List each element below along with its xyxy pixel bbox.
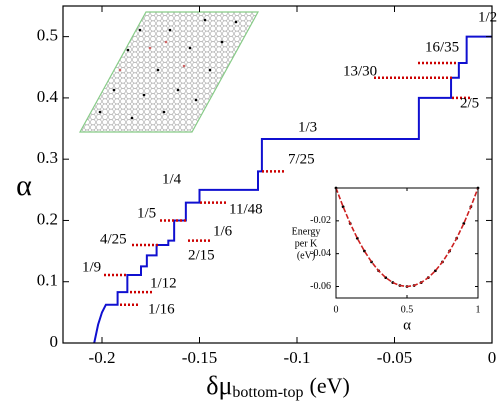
fraction-label: 2/5: [460, 95, 479, 111]
data-point: [341, 205, 345, 209]
y-tick-label: -0.04: [310, 248, 331, 259]
fraction-label: 11/48: [229, 201, 263, 217]
fraction-label: 1/9: [82, 259, 101, 275]
fraction-label: 7/25: [288, 151, 315, 167]
x-tick-label: 0: [334, 304, 339, 315]
y-tick-label: 0.3: [37, 148, 58, 167]
fraction-label: 16/35: [425, 39, 459, 55]
y-tick-label: 0.4: [37, 87, 59, 106]
lattice-illustration: [78, 11, 260, 133]
fraction-label: 1/5: [137, 205, 156, 221]
fraction-label: 1/12: [150, 275, 177, 291]
x-tick-label: 0: [488, 348, 497, 367]
y-tick-label: 0: [50, 332, 59, 351]
x-tick-label: -0.05: [377, 348, 412, 367]
fraction-label: 1/2: [478, 9, 497, 25]
fraction-label: 13/30: [343, 63, 377, 79]
inset-y-label: Energy: [292, 226, 321, 237]
data-line: [335, 187, 479, 288]
y-tick-label: 0.2: [37, 209, 58, 228]
y-tick-label: -0.02: [310, 215, 331, 226]
x-tick-label: -0.1: [284, 348, 311, 367]
x-axis-symbol: δμ: [206, 371, 232, 400]
fraction-label: 1/3: [298, 119, 317, 135]
fraction-label: 4/25: [100, 231, 127, 247]
plot-frame: [62, 5, 493, 344]
fraction-label: 2/15: [188, 247, 215, 263]
x-tick-label: -0.15: [182, 348, 217, 367]
y-tick-label: -0.06: [310, 281, 331, 292]
inset-y-label: per K: [295, 238, 318, 249]
x-axis-unit: (eV): [310, 373, 350, 398]
fraction-label: 1/4: [162, 171, 182, 187]
inset-x-label: α: [403, 317, 411, 333]
x-tick-label: 0.5: [401, 304, 414, 315]
y-tick-label: 0.1: [37, 271, 58, 290]
y-tick-label: 0.5: [37, 26, 58, 45]
inset-y-label: (eV): [297, 250, 315, 261]
x-axis-subscript: bottom-top: [232, 384, 303, 401]
x-tick-label: -0.2: [89, 348, 116, 367]
inset-background: [336, 188, 478, 298]
fraction-label: 1/16: [148, 301, 175, 317]
y-axis-label: α: [16, 169, 32, 202]
x-axis-label: δμbottom-top (eV): [206, 371, 350, 401]
fraction-label: 1/6: [213, 223, 233, 239]
x-tick-label: 1: [476, 304, 481, 315]
data-line: [93, 35, 492, 344]
